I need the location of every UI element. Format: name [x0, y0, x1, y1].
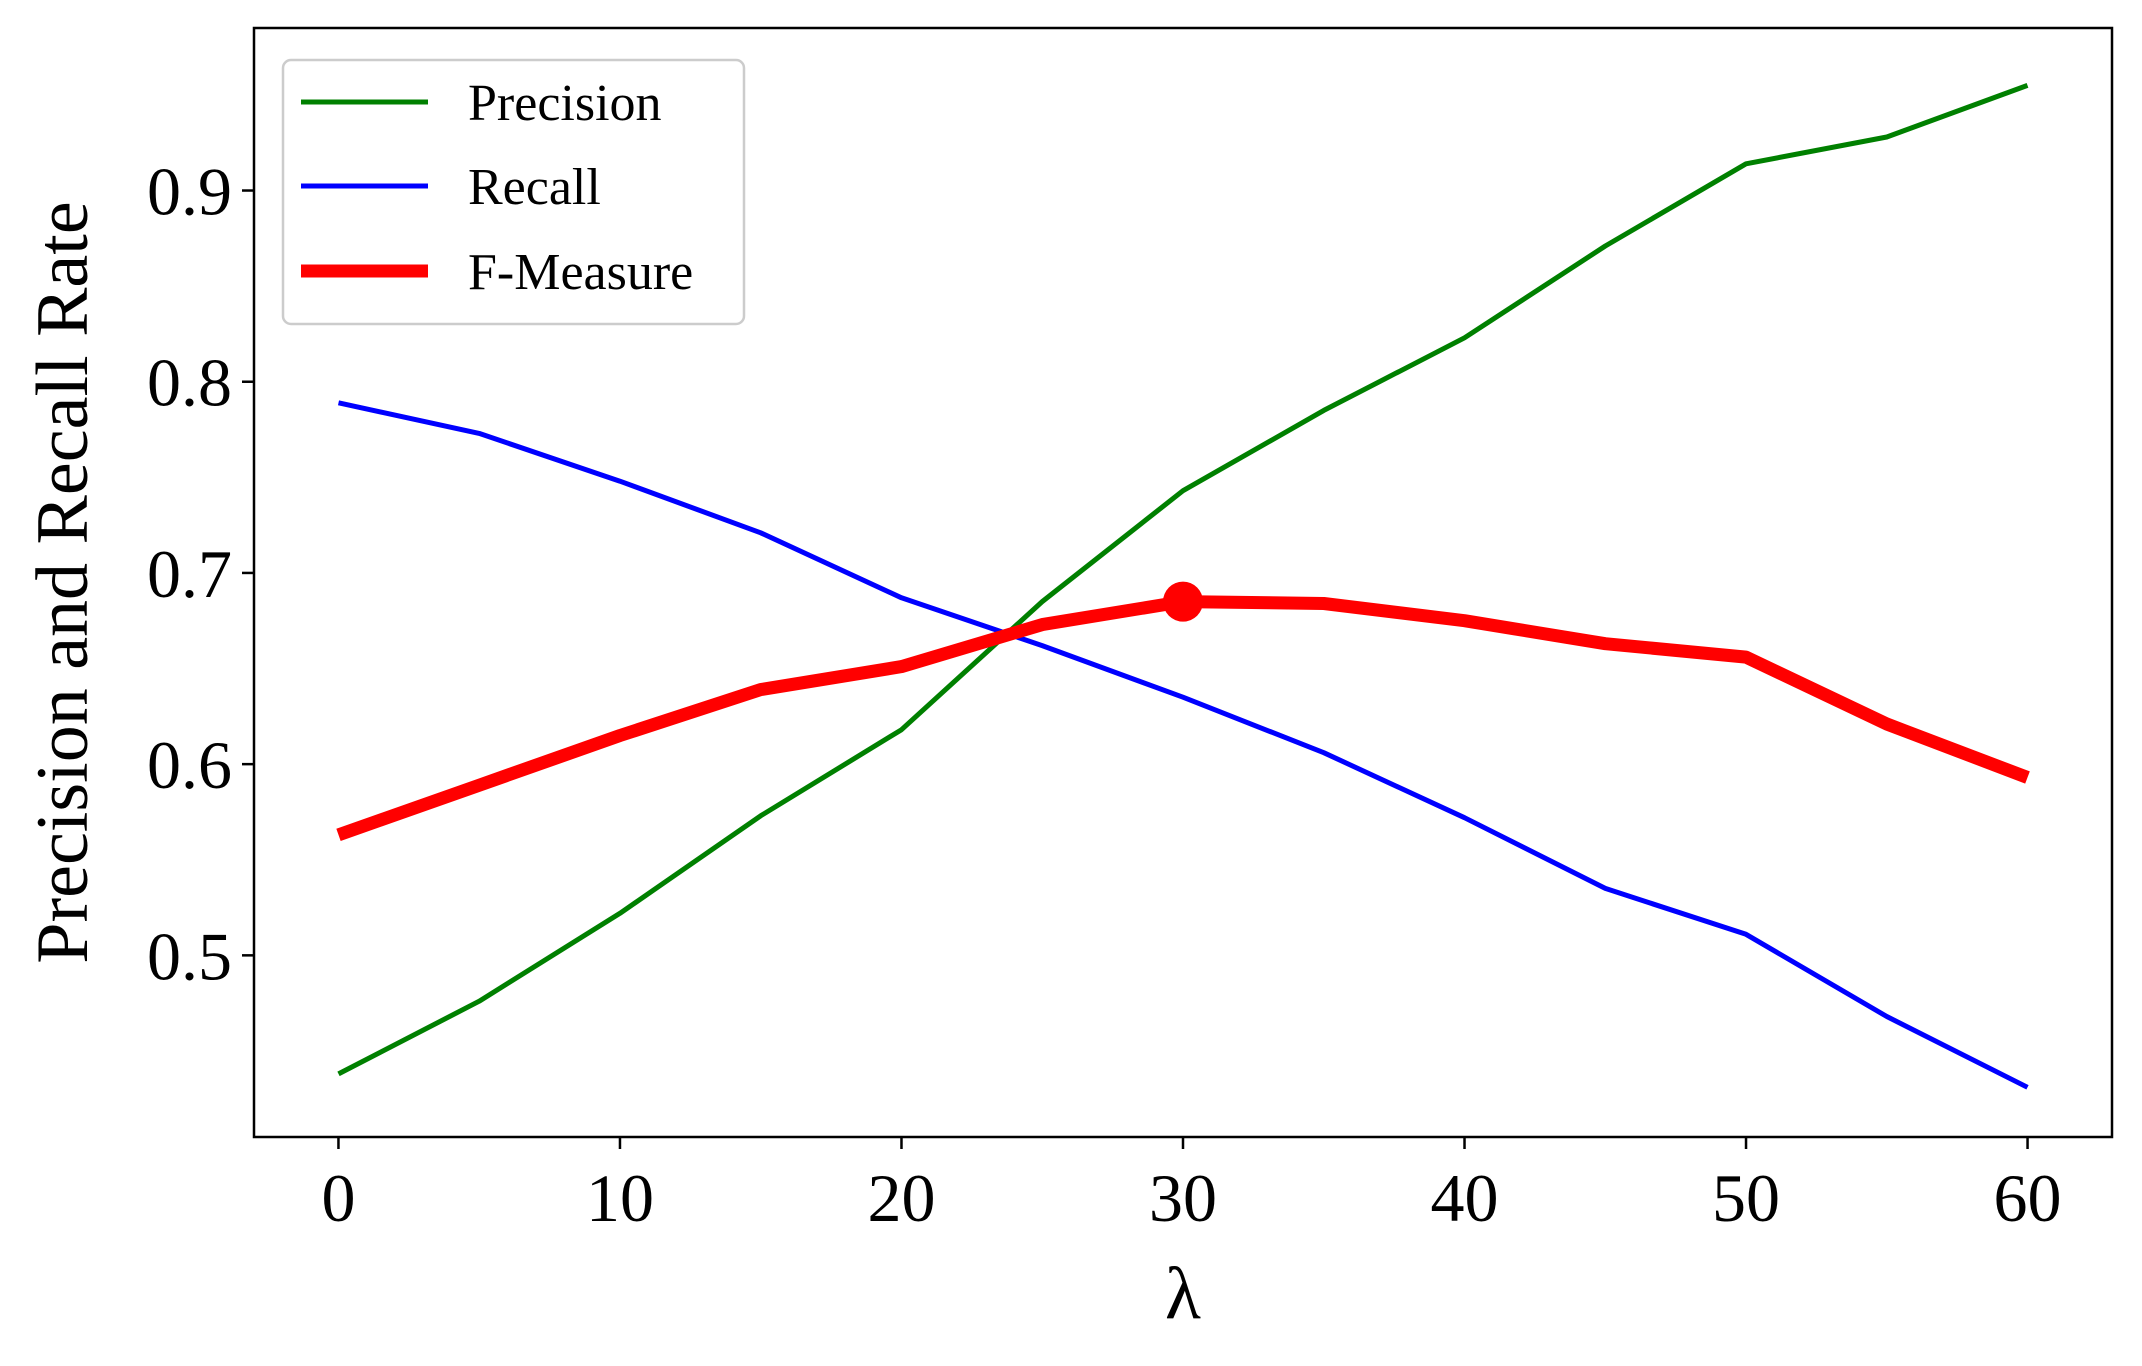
x-tick-label: 60 — [1994, 1160, 2062, 1236]
x-tick-label: 10 — [586, 1160, 654, 1236]
x-tick-label: 20 — [867, 1160, 935, 1236]
y-tick-label: 0.8 — [147, 345, 232, 421]
y-tick-label: 0.6 — [147, 727, 232, 803]
x-tick-label: 30 — [1149, 1160, 1217, 1236]
series-line-recall — [337, 400, 2029, 1090]
legend-label-f-measure: F-Measure — [468, 244, 693, 301]
y-axis-label: Precision and Recall Rate — [22, 201, 104, 963]
ticks-layer: 0 10 20 30 40 50 60 0.5 0.6 0.7 0.8 0.9 — [147, 154, 2062, 1236]
series-line-precision — [337, 83, 2029, 1077]
y-tick-label: 0.5 — [147, 918, 232, 994]
legend-box — [281, 58, 746, 326]
x-tick-label: 50 — [1712, 1160, 1780, 1236]
legend: Precision Recall F-Measure — [281, 58, 746, 326]
y-tick-label: 0.9 — [147, 154, 232, 230]
highlight-point — [1163, 581, 1203, 622]
y-tick-label: 0.7 — [147, 536, 232, 612]
series-layer — [336, 83, 2030, 1090]
legend-label-precision: Precision — [468, 75, 662, 132]
legend-label-recall: Recall — [468, 159, 601, 216]
x-tick-label: 0 — [321, 1160, 355, 1236]
x-axis-label: λ — [1165, 1253, 1201, 1335]
x-tick-label: 40 — [1431, 1160, 1499, 1236]
